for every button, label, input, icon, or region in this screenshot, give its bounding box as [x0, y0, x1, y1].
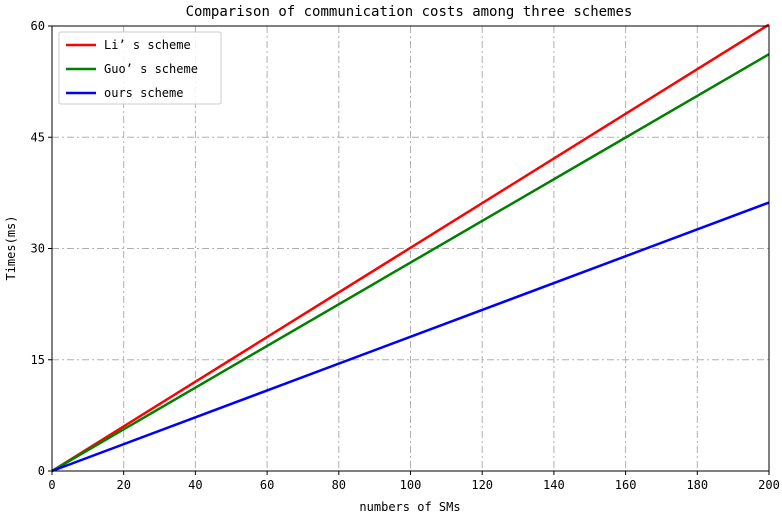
legend-label: Li’ s scheme: [104, 38, 191, 52]
legend-box: [58, 31, 222, 105]
grid: [52, 26, 769, 471]
legend-label: ours scheme: [104, 86, 183, 100]
x-tick-label: 200: [758, 478, 780, 492]
x-tick-label: 140: [543, 478, 565, 492]
x-tick-label: 160: [615, 478, 637, 492]
x-tick-label: 100: [400, 478, 422, 492]
x-tick-label: 120: [471, 478, 493, 492]
y-tick-label: 0: [38, 464, 45, 478]
series-layer: [51, 23, 770, 473]
y-axis-label: Times(ms): [4, 215, 18, 280]
y-tick-label: 60: [31, 19, 45, 33]
x-tick-label: 40: [188, 478, 202, 492]
x-tick-label: 180: [686, 478, 708, 492]
x-tick-label: 60: [260, 478, 274, 492]
series-line-1: [51, 23, 770, 473]
y-tick-label: 15: [31, 353, 45, 367]
x-axis-label: numbers of SMs: [359, 500, 460, 514]
legend-label: Guo’ s scheme: [104, 62, 198, 76]
x-tick-label: 20: [116, 478, 130, 492]
x-tick-label: 0: [48, 478, 55, 492]
series-line-2: [51, 53, 770, 473]
chart-title: Comparison of communication costs among …: [186, 4, 633, 20]
x-tick-label: 80: [332, 478, 346, 492]
series-line-3: [51, 201, 770, 473]
y-tick-label: 45: [31, 130, 45, 144]
ticks: 0 20 40 60 80 100 120 140 160 180 200 0 15 30 45 60: [31, 19, 780, 492]
legend: Li’ s scheme Guo’ s scheme ours scheme: [58, 31, 222, 105]
y-tick-label: 30: [31, 242, 45, 256]
